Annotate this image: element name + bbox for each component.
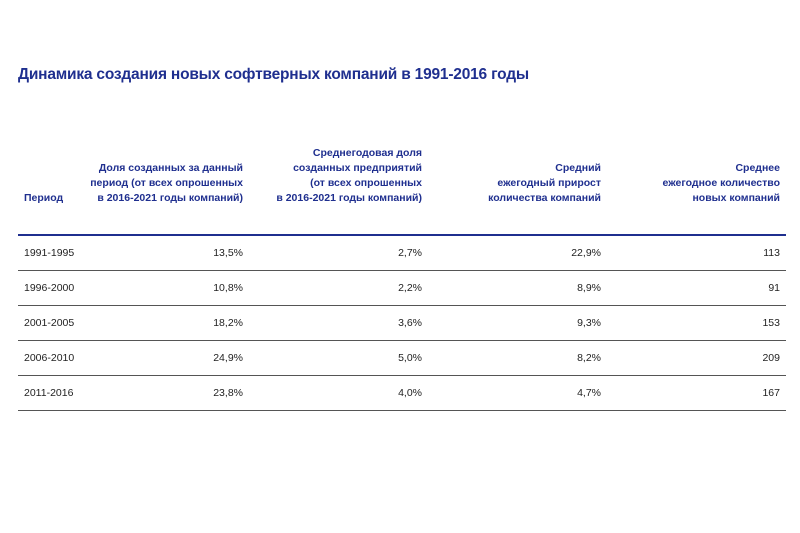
cell-share-created: 18,2% bbox=[213, 317, 243, 329]
cell-period: 1991-1995 bbox=[24, 247, 75, 259]
cell-share-created: 10,8% bbox=[213, 282, 243, 294]
cell-avg-annual-share: 4,0% bbox=[398, 387, 422, 399]
table-header: Период Доля созданных за данный период (… bbox=[18, 140, 786, 236]
cell-avg-annual-growth: 8,9% bbox=[577, 282, 601, 294]
table-row: 2011-2016 23,8% 4,0% 4,7% 167 bbox=[18, 376, 786, 411]
cell-avg-annual-share: 2,2% bbox=[398, 282, 422, 294]
cell-avg-annual-growth: 8,2% bbox=[577, 352, 601, 364]
cell-share-created: 24,9% bbox=[213, 352, 243, 364]
cell-avg-annual-growth: 4,7% bbox=[577, 387, 601, 399]
cell-avg-annual-new: 113 bbox=[763, 247, 780, 259]
cell-share-created: 23,8% bbox=[213, 387, 243, 399]
cell-period: 1996-2000 bbox=[24, 282, 75, 294]
cell-avg-annual-share: 2,7% bbox=[398, 247, 422, 259]
table-row: 1991-1995 13,5% 2,7% 22,9% 113 bbox=[18, 236, 786, 271]
cell-avg-annual-share: 3,6% bbox=[398, 317, 422, 329]
cell-period: 2006-2010 bbox=[24, 352, 75, 364]
header-period: Период bbox=[24, 192, 64, 204]
cell-avg-annual-new: 153 bbox=[762, 317, 780, 329]
cell-avg-annual-new: 167 bbox=[762, 387, 780, 399]
cell-avg-annual-new: 91 bbox=[768, 282, 780, 294]
table-row: 1996-2000 10,8% 2,2% 8,9% 91 bbox=[18, 271, 786, 306]
data-table: Период Доля созданных за данный период (… bbox=[18, 140, 786, 411]
cell-avg-annual-growth: 9,3% bbox=[577, 317, 601, 329]
header-avg-annual-growth: Средний ежегодный прирост количества ком… bbox=[488, 162, 601, 204]
page-title: Динамика создания новых софтверных компа… bbox=[18, 66, 529, 83]
cell-share-created: 13,5% bbox=[213, 247, 243, 259]
header-avg-annual-new: Среднее ежегодное количество новых компа… bbox=[662, 162, 780, 204]
header-share-created: Доля созданных за данный период (от всех… bbox=[90, 162, 243, 204]
cell-avg-annual-new: 209 bbox=[762, 352, 780, 364]
table-row: 2001-2005 18,2% 3,6% 9,3% 153 bbox=[18, 306, 786, 341]
cell-period: 2001-2005 bbox=[24, 317, 75, 329]
cell-avg-annual-share: 5,0% bbox=[398, 352, 422, 364]
cell-avg-annual-growth: 22,9% bbox=[571, 247, 601, 259]
cell-period: 2011-2016 bbox=[24, 387, 74, 399]
table-row: 2006-2010 24,9% 5,0% 8,2% 209 bbox=[18, 341, 786, 376]
header-avg-annual-share: Среднегодовая доля созданных предприятий… bbox=[276, 147, 422, 204]
